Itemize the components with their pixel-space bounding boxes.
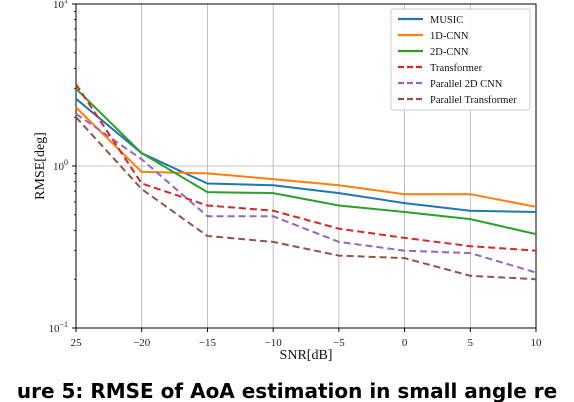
series-lines — [75, 83, 537, 281]
y-tick-label: 101 — [53, 0, 68, 11]
y-axis-label: RMSE[deg] — [33, 132, 48, 200]
series-line-parallel-transformer — [75, 116, 537, 281]
figure-caption: ure 5: RMSE of AoA estimation in small a… — [16, 379, 558, 402]
series-line-parallel-2d-cnn — [75, 112, 537, 274]
x-tick-label: −15 — [199, 337, 217, 349]
legend-label-transformer: Transformer — [430, 63, 483, 74]
legend-label-parallel-2d-cnn: Parallel 2D CNN — [430, 79, 503, 90]
legend-label-1d-cnn: 1D-CNN — [430, 31, 469, 42]
series-line-1d-cnn — [75, 106, 537, 208]
legend-box — [390, 8, 531, 111]
x-tick-label: 25 — [71, 337, 83, 349]
series-line-2d-cnn — [75, 87, 537, 236]
y-tick-label: 10−1 — [48, 320, 68, 335]
y-tick-label: 100 — [53, 158, 68, 173]
legend-label-parallel-transformer: Parallel Transformer — [430, 95, 517, 106]
legend-label-music: MUSIC — [430, 15, 463, 26]
x-axis-label: SNR[dB] — [280, 348, 333, 363]
x-tick-label: −5 — [333, 337, 345, 349]
x-tick-label: −20 — [133, 337, 151, 349]
series-line-music — [75, 98, 537, 213]
series-line-transformer — [75, 83, 537, 252]
legend-label-2d-cnn: 2D-CNN — [430, 47, 469, 58]
x-tick-label: 5 — [468, 337, 474, 349]
rmse-line-chart: 25 −20 −15 −10 −5 0 5 10 101 100 10−1 SNR[dB] RMSE… — [33, 0, 542, 363]
axis-ticks: 25 −20 −15 −10 −5 0 5 10 101 100 10−1 — [48, 0, 542, 349]
x-tick-label: −10 — [265, 337, 283, 349]
x-tick-label: 0 — [402, 337, 408, 349]
x-tick-label: 10 — [531, 337, 543, 349]
legend: MUSIC 1D-CNN 2D-CNN Transformer Parallel 2D … — [390, 8, 531, 111]
